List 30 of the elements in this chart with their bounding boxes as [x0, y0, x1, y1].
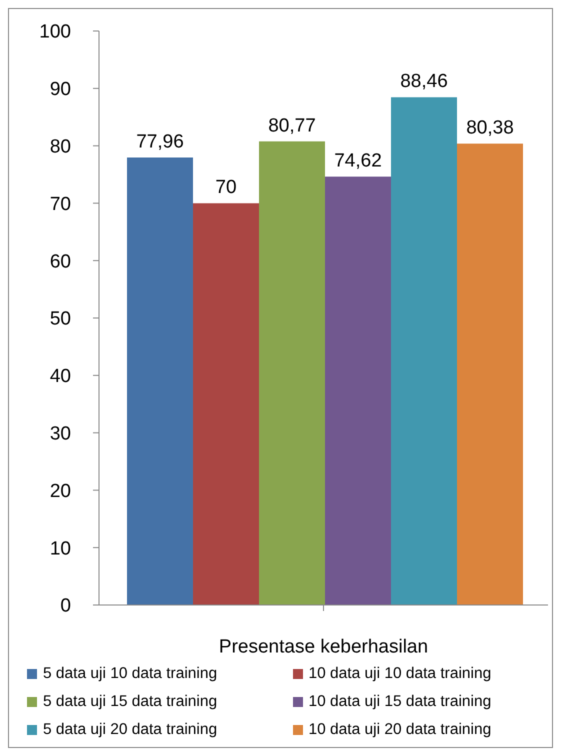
data-label: 80,38 — [466, 118, 514, 139]
bar — [259, 141, 325, 605]
legend-label: 5 data uji 20 data training — [43, 721, 218, 739]
legend-label: 10 data uji 10 data training — [308, 665, 492, 683]
y-tick-label: 60 — [50, 251, 71, 272]
y-tick-label: 0 — [60, 596, 71, 617]
y-tick-label: 20 — [50, 480, 71, 502]
y-tick-label: 90 — [50, 79, 71, 100]
y-tick-label: 40 — [50, 366, 71, 388]
y-tick-label: 100 — [39, 22, 71, 43]
data-label: 74,62 — [334, 150, 382, 172]
legend-label: 10 data uji 15 data training — [308, 693, 492, 711]
data-label: 70 — [215, 177, 237, 198]
legend-label: 5 data uji 10 data training — [43, 665, 218, 683]
data-label: 88,46 — [400, 71, 448, 92]
y-tick-label: 80 — [50, 136, 71, 158]
y-tick-label: 10 — [50, 538, 71, 560]
bar — [391, 97, 457, 605]
bar — [457, 144, 523, 605]
legend-label: 10 data uji 20 data training — [308, 721, 492, 739]
data-label: 77,96 — [136, 132, 184, 153]
bar — [325, 176, 391, 605]
bar — [193, 203, 259, 605]
legend-label: 5 data uji 15 data training — [43, 693, 218, 711]
data-label: 80,77 — [268, 115, 316, 136]
y-tick-label: 50 — [50, 308, 71, 330]
bar — [127, 158, 193, 605]
x-tick-label: Presentase keberhasilan — [218, 636, 428, 658]
y-tick-label: 30 — [50, 424, 71, 445]
y-tick-label: 70 — [50, 194, 71, 215]
